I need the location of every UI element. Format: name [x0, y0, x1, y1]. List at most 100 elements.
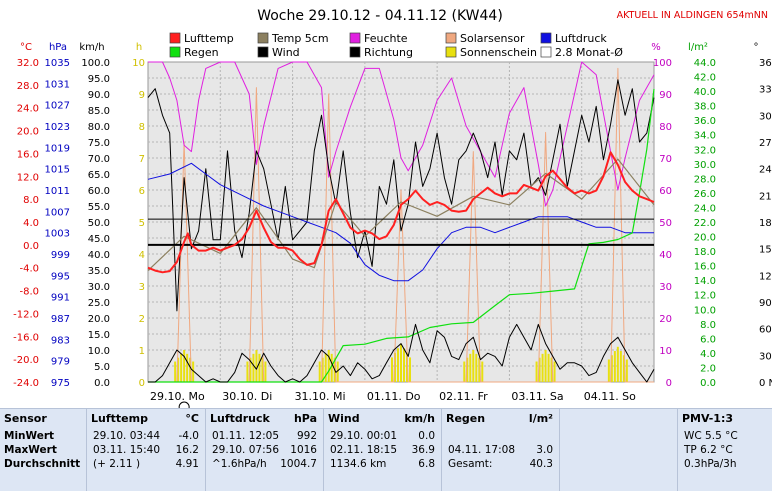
stats-cell: 29.10. 03:44	[93, 430, 160, 442]
x-axis-label: 03.11. Sa	[511, 390, 563, 403]
humidity-tick-label: 10	[659, 346, 672, 357]
chart-title: Woche 29.10.12 - 04.11.12 (KW44)	[257, 8, 503, 24]
rain-tick-label: 32.0	[694, 145, 716, 156]
sun-tick-label: 0	[139, 378, 145, 389]
stats-regen-unit: l/m²	[528, 412, 553, 425]
direction-tick-label: 120	[759, 271, 772, 282]
stats-row-label: Durchschnitt	[4, 458, 81, 470]
humidity-tick-label: 70	[659, 154, 672, 165]
pressure-tick-label: 1011	[45, 186, 70, 197]
sun-tick-label: 4	[139, 250, 145, 261]
stats-value: 1004.7	[280, 458, 317, 470]
sunshine-bar	[252, 353, 255, 382]
temp-unit-label: °C	[20, 42, 32, 53]
pressure-tick-label: 1031	[45, 79, 70, 90]
stats-wind-header: Wind	[328, 412, 360, 425]
rain-tick-label: 6.0	[700, 334, 716, 345]
temp-tick-label: -12.0	[13, 309, 39, 320]
legend-label: Lufttemp	[184, 32, 234, 45]
pressure-tick-label: 975	[51, 378, 70, 389]
temp-tick-label: 16.0	[17, 149, 39, 160]
regen-line	[148, 88, 655, 383]
direction-tick-label: 330	[759, 85, 772, 96]
rain-tick-label: 4.0	[700, 349, 716, 360]
stats-pmv-value: WC 5.5 °C	[684, 430, 738, 442]
rain-tick-label: 10.0	[694, 305, 716, 316]
stats-spacer	[560, 409, 678, 491]
sunshine-bar	[177, 357, 180, 382]
rain-tick-label: 0.0	[700, 378, 716, 389]
stats-cell: Gesamt:	[448, 458, 493, 470]
wind-tick-label: 20.0	[88, 314, 110, 325]
direction-tick-label: 360 N	[759, 58, 772, 69]
stats-sensor-box: Sensor MinWert MaxWert Durchschnitt	[0, 409, 87, 491]
sunshine-bar	[616, 346, 619, 382]
legend-label: Temp 5cm	[271, 32, 329, 45]
rain-tick-label: 2.0	[700, 363, 716, 374]
stats-value: 992	[296, 430, 317, 442]
legend-swatch	[257, 46, 269, 58]
rain-tick-label: 18.0	[694, 247, 716, 258]
legend-label: Wind	[272, 46, 300, 59]
rain-tick-label: 8.0	[700, 320, 716, 331]
legend-label: Richtung	[364, 46, 413, 59]
rain-tick-label: 12.0	[694, 291, 716, 302]
sunshine-bar	[246, 361, 249, 382]
stats-cell: 04.11. 17:08	[448, 444, 515, 456]
pressure-tick-label: 983	[51, 335, 70, 346]
wind-tick-label: 15.0	[88, 330, 110, 341]
rain-tick-label: 42.0	[694, 73, 716, 84]
temp-tick-label: -24.0	[13, 378, 39, 389]
legend-label: 2.8 Monat-Ø	[555, 46, 623, 59]
wind-tick-label: 5.0	[94, 362, 110, 373]
wind-unit-label: km/h	[79, 42, 104, 53]
pressure-tick-label: 995	[51, 271, 70, 282]
sunshine-bar	[625, 359, 628, 382]
legend-swatch	[445, 46, 457, 58]
sunshine-bar	[394, 352, 396, 382]
direction-tick-label: 300	[759, 111, 772, 122]
pressure-tick-label: 1023	[45, 122, 70, 133]
humidity-tick-label: 0	[666, 378, 672, 389]
wind-tick-label: 25.0	[88, 298, 110, 309]
sunshine-bar	[406, 352, 408, 382]
stats-luftdruck-header: Luftdruck	[210, 412, 270, 425]
sun-tick-label: 6	[139, 186, 145, 197]
sunshine-bar	[607, 359, 610, 382]
x-axis-label: 02.11. Fr	[439, 390, 488, 403]
x-axis-label: 31.10. Mi	[295, 390, 346, 403]
stats-value: 3.0	[536, 444, 553, 456]
sun-tick-label: 5	[139, 218, 145, 229]
pressure-tick-label: 1027	[45, 101, 70, 112]
temp-tick-label: 8.0	[23, 195, 39, 206]
rain-tick-label: 38.0	[694, 102, 716, 113]
sunshine-bar	[336, 361, 339, 382]
stats-value: 40.3	[529, 458, 553, 470]
x-axis-label: 29.10. Mo	[150, 390, 205, 403]
temp-tick-label: 28.0	[17, 81, 39, 92]
humidity-tick-label: 80	[659, 122, 672, 133]
rain-tick-label: 22.0	[694, 218, 716, 229]
humidity-tick-label: 20	[659, 314, 672, 325]
sunshine-bar	[391, 357, 393, 382]
sun-tick-label: 9	[139, 90, 145, 101]
sunshine-bar	[186, 353, 189, 382]
pressure-tick-label: 979	[51, 357, 70, 368]
wind-tick-label: 100.0	[81, 58, 110, 69]
pressure-tick-label: 999	[51, 250, 70, 261]
wind-tick-label: 75.0	[88, 138, 110, 149]
stats-cell: 03.11. 15:40	[93, 444, 160, 456]
sun-tick-label: 7	[139, 154, 145, 165]
sunshine-bar	[610, 355, 613, 382]
sunshine-bar	[249, 357, 252, 382]
humidity-unit-label: %	[651, 42, 661, 53]
stats-pmv-header: PMV-1:3	[682, 412, 733, 425]
x-axis-label: 01.11. Do	[367, 390, 421, 403]
legend-swatch	[349, 32, 361, 44]
sunshine-bar	[619, 351, 622, 382]
sun-tick-label: 3	[139, 282, 145, 293]
station-note: AKTUELL IN ALDINGEN 654mNN	[617, 10, 768, 21]
pressure-tick-label: 987	[51, 314, 70, 325]
sunshine-bar	[183, 350, 186, 382]
direction-tick-label: 90 O	[759, 298, 772, 309]
